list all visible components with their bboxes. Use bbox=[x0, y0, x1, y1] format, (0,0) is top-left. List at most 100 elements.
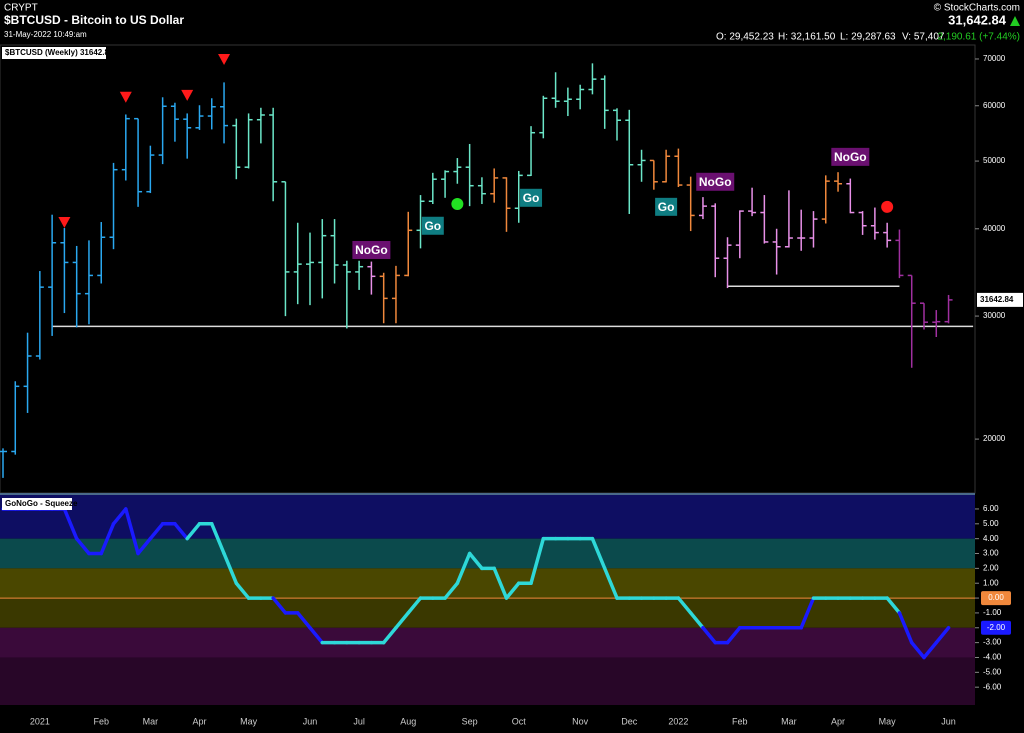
high: H: 32,161.50 bbox=[778, 32, 836, 43]
annotation: NoGo bbox=[699, 175, 732, 189]
squeeze-line bbox=[62, 507, 79, 541]
x-tick-label: 2022 bbox=[668, 716, 688, 726]
squeeze-line bbox=[99, 522, 116, 556]
annotation-box bbox=[831, 147, 870, 166]
squeeze-line bbox=[688, 611, 705, 630]
squeeze-line bbox=[295, 611, 312, 630]
squeeze-line bbox=[185, 522, 202, 541]
y-tick-label: 4.00 bbox=[983, 534, 999, 543]
squeeze-line bbox=[271, 596, 288, 615]
x-tick-label: May bbox=[879, 716, 897, 726]
signal-triangle bbox=[119, 91, 132, 103]
y-tick-label: -5.00 bbox=[983, 667, 1002, 676]
up-arrow bbox=[1010, 16, 1020, 26]
squeeze-line bbox=[909, 640, 926, 660]
signal-triangle bbox=[181, 89, 194, 101]
signal-circle bbox=[881, 200, 894, 213]
panel-title: GoNoGo - Squeeze bbox=[5, 499, 78, 508]
squeeze-line bbox=[308, 626, 325, 645]
zone-band bbox=[0, 495, 975, 539]
annotation-box bbox=[696, 172, 735, 191]
y-tick-label: 30000 bbox=[983, 311, 1006, 320]
axis-label: 0.00 bbox=[988, 593, 1004, 602]
squeeze-line bbox=[394, 611, 410, 630]
squeeze-line bbox=[590, 536, 607, 571]
zone-band bbox=[0, 657, 975, 705]
annotation: Go bbox=[658, 200, 675, 214]
annotation-box bbox=[421, 216, 444, 235]
squeeze-line bbox=[210, 522, 226, 556]
x-tick-label: Feb bbox=[93, 716, 109, 726]
y-tick-label: 70000 bbox=[983, 54, 1006, 63]
panel-title-bg bbox=[2, 498, 72, 510]
squeeze-line bbox=[381, 626, 398, 645]
squeeze-line bbox=[234, 581, 251, 600]
x-tick-label: Apr bbox=[831, 716, 845, 726]
squeeze-line bbox=[934, 626, 951, 645]
y-tick-label: -4.00 bbox=[983, 653, 1002, 662]
x-tick-label: Mar bbox=[781, 716, 797, 726]
last-price: 31,642.84 bbox=[948, 12, 1007, 27]
zone-band bbox=[0, 538, 975, 569]
x-tick-label: Mar bbox=[143, 716, 159, 726]
squeeze-line bbox=[124, 507, 140, 556]
squeeze-line bbox=[922, 640, 939, 660]
low: L: 29,287.63 bbox=[840, 32, 896, 43]
squeeze-line bbox=[111, 507, 128, 526]
zone-band bbox=[0, 598, 975, 628]
squeeze-line bbox=[897, 611, 914, 645]
squeeze-line bbox=[492, 566, 509, 600]
change: 2,190.61 (+7.44%) bbox=[937, 32, 1020, 43]
signal-triangle bbox=[218, 53, 231, 65]
y-tick-label: -3.00 bbox=[983, 638, 1002, 647]
annotation: Go bbox=[523, 191, 540, 205]
squeeze-line bbox=[676, 596, 693, 615]
squeeze-line bbox=[136, 536, 153, 556]
y-tick-label: 1.00 bbox=[983, 578, 999, 587]
annotation-box bbox=[352, 240, 391, 259]
y-tick-label: 2.00 bbox=[983, 563, 999, 572]
y-tick-label: -6.00 bbox=[983, 682, 1002, 691]
squeeze-line bbox=[406, 596, 423, 615]
signal-circle bbox=[451, 198, 464, 211]
annotation-box bbox=[655, 197, 678, 216]
annotation-box bbox=[520, 188, 543, 207]
price-title: $BTCUSD (Weekly) 31642.84 bbox=[5, 48, 114, 57]
squeeze-line bbox=[799, 596, 816, 630]
x-tick-label: Aug bbox=[400, 716, 416, 726]
axis-label: -2.00 bbox=[987, 623, 1006, 632]
squeeze-line bbox=[148, 522, 165, 541]
symbol-title: $BTCUSD - Bitcoin to US Dollar bbox=[4, 13, 184, 27]
y-tick-label: 40000 bbox=[983, 224, 1006, 233]
squeeze-line bbox=[602, 566, 619, 600]
squeeze-line bbox=[467, 551, 484, 571]
timestamp: 31-May-2022 10:49:am bbox=[4, 30, 87, 39]
x-tick-label: Jul bbox=[353, 716, 365, 726]
copyright: © StockCharts.com bbox=[934, 3, 1020, 14]
y-tick-label: 3.00 bbox=[983, 549, 999, 558]
x-tick-label: Oct bbox=[512, 716, 527, 726]
x-tick-label: Jun bbox=[303, 716, 318, 726]
squeeze-line bbox=[443, 581, 460, 600]
squeeze-line bbox=[504, 581, 521, 600]
squeeze-line bbox=[455, 551, 472, 585]
x-tick-label: Nov bbox=[572, 716, 589, 726]
axis-label-box bbox=[981, 591, 1011, 606]
signal-triangle bbox=[58, 217, 71, 229]
y-tick-label: 6.00 bbox=[983, 504, 999, 513]
price-title-bg bbox=[2, 47, 106, 59]
open: O: 29,452.23 bbox=[716, 32, 774, 43]
axis-label-box bbox=[981, 620, 1011, 635]
y-tick-label: 60000 bbox=[983, 101, 1006, 110]
squeeze-line bbox=[701, 626, 717, 645]
volume: V: 57,407 bbox=[902, 32, 945, 43]
exchange: CRYPT bbox=[4, 3, 38, 14]
last-label-box bbox=[977, 292, 1023, 307]
y-tick-label: 5.00 bbox=[983, 519, 999, 528]
last-label: 31642.84 bbox=[980, 295, 1014, 304]
x-tick-label: Feb bbox=[732, 716, 748, 726]
annotation: NoGo bbox=[355, 243, 388, 257]
squeeze-line bbox=[222, 551, 239, 585]
squeeze-line bbox=[885, 596, 902, 615]
